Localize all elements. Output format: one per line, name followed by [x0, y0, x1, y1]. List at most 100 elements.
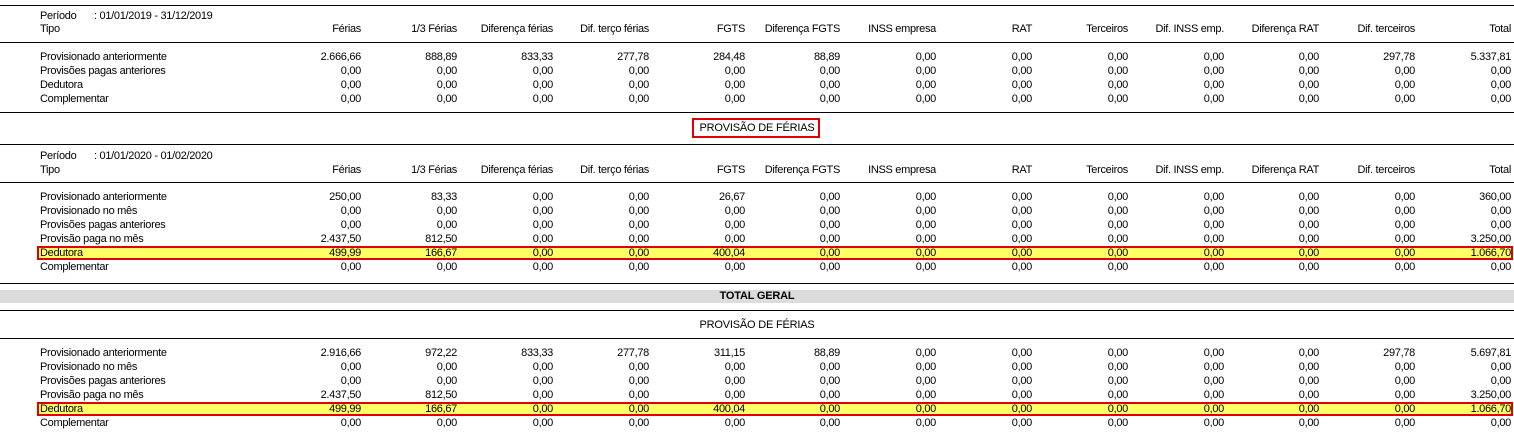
row-label: Dedutora: [40, 403, 83, 415]
cell-value: 0,00: [532, 205, 554, 217]
column-header: Férias: [332, 164, 361, 176]
cell-value: 0,00: [1490, 361, 1512, 373]
cell-value: 0,00: [1011, 93, 1033, 105]
cell-value: 166,67: [425, 403, 457, 415]
cell-value: 0,00: [532, 247, 554, 259]
cell-value: 0,00: [1203, 403, 1225, 415]
cell-value: 0,00: [532, 375, 554, 387]
cell-value: 0,00: [628, 247, 650, 259]
column-header: INSS empresa: [868, 23, 936, 35]
cell-value: 0,00: [1298, 191, 1320, 203]
column-header: 1/3 Férias: [411, 164, 457, 176]
column-header: Diferença RAT: [1251, 23, 1320, 35]
cell-value: 1.066,70: [1470, 247, 1512, 259]
cell-value: 0,00: [724, 261, 746, 273]
total-geral-band: [0, 290, 1514, 303]
cell-value: 0,00: [915, 375, 937, 387]
highlighted-row: [37, 246, 1513, 260]
cell-value: 0,00: [1394, 79, 1416, 91]
column-header: Diferença férias: [480, 164, 554, 176]
cell-value: 0,00: [1298, 247, 1320, 259]
divider: [0, 5, 1514, 6]
cell-value: 0,00: [436, 375, 458, 387]
cell-value: 812,50: [425, 389, 457, 401]
cell-value: 0,00: [819, 403, 841, 415]
cell-value: 0,00: [1394, 389, 1416, 401]
column-header: Total: [1489, 164, 1511, 176]
cell-value: 0,00: [628, 375, 650, 387]
total-geral-label: TOTAL GERAL: [719, 290, 795, 302]
cell-value: 0,00: [340, 219, 362, 231]
cell-value: 0,00: [628, 219, 650, 231]
cell-value: 2.916,66: [320, 347, 362, 359]
cell-value: 0,00: [915, 219, 937, 231]
cell-value: 0,00: [1394, 219, 1416, 231]
cell-value: 0,00: [340, 65, 362, 77]
cell-value: 0,00: [819, 93, 841, 105]
cell-value: 0,00: [340, 93, 362, 105]
cell-value: 0,00: [628, 205, 650, 217]
cell-value: 400,04: [713, 247, 745, 259]
cell-value: 0,00: [819, 389, 841, 401]
cell-value: 5.337,81: [1470, 51, 1512, 63]
column-header: 1/3 Férias: [411, 23, 457, 35]
cell-value: 0,00: [1490, 65, 1512, 77]
cell-value: 0,00: [724, 361, 746, 373]
cell-value: 0,00: [436, 261, 458, 273]
cell-value: 0,00: [628, 93, 650, 105]
cell-value: 0,00: [819, 219, 841, 231]
section-title-highlight: [692, 118, 820, 138]
periodo-label: Período: [40, 150, 77, 162]
periodo-value: : 01/01/2020 - 01/02/2020: [94, 150, 213, 162]
cell-value: 0,00: [724, 219, 746, 231]
cell-value: 0,00: [724, 417, 746, 429]
row-label: Provisionado anteriormente: [40, 347, 167, 359]
cell-value: 0,00: [1394, 191, 1416, 203]
cell-value: 0,00: [1203, 347, 1225, 359]
cell-value: 0,00: [1203, 417, 1225, 429]
cell-value: 0,00: [1298, 417, 1320, 429]
cell-value: 0,00: [532, 417, 554, 429]
cell-value: 499,99: [329, 247, 361, 259]
cell-value: 0,00: [724, 93, 746, 105]
cell-value: 3.250,00: [1470, 233, 1512, 245]
cell-value: 0,00: [724, 79, 746, 91]
cell-value: 0,00: [819, 417, 841, 429]
cell-value: 0,00: [532, 361, 554, 373]
cell-value: 297,78: [1383, 347, 1415, 359]
row-label: Provisões pagas anteriores: [40, 65, 166, 77]
row-label: Dedutora: [40, 79, 83, 91]
cell-value: 0,00: [1298, 65, 1320, 77]
cell-value: 0,00: [1203, 261, 1225, 273]
cell-value: 0,00: [819, 261, 841, 273]
cell-value: 0,00: [1203, 233, 1225, 245]
column-header: INSS empresa: [868, 164, 936, 176]
divider: [0, 182, 1514, 183]
divider: [0, 338, 1514, 339]
cell-value: 0,00: [1490, 205, 1512, 217]
cell-value: 0,00: [628, 361, 650, 373]
cell-value: 0,00: [915, 93, 937, 105]
cell-value: 0,00: [628, 261, 650, 273]
cell-value: 0,00: [724, 375, 746, 387]
cell-value: 0,00: [915, 389, 937, 401]
cell-value: 0,00: [628, 403, 650, 415]
cell-value: 0,00: [1203, 375, 1225, 387]
cell-value: 0,00: [1107, 247, 1129, 259]
cell-value: 0,00: [532, 79, 554, 91]
column-header: Diferença RAT: [1251, 164, 1320, 176]
cell-value: 0,00: [724, 205, 746, 217]
cell-value: 0,00: [1298, 389, 1320, 401]
cell-value: 0,00: [1203, 51, 1225, 63]
cell-value: 0,00: [915, 347, 937, 359]
cell-value: 0,00: [532, 389, 554, 401]
cell-value: 0,00: [1107, 375, 1129, 387]
cell-value: 0,00: [1107, 403, 1129, 415]
row-label: Provisão paga no mês: [40, 233, 144, 245]
cell-value: 0,00: [1011, 261, 1033, 273]
row-label: Provisionado no mês: [40, 361, 138, 373]
cell-value: 0,00: [915, 233, 937, 245]
cell-value: 88,89: [813, 51, 840, 63]
cell-value: 0,00: [1394, 233, 1416, 245]
cell-value: 0,00: [1298, 205, 1320, 217]
